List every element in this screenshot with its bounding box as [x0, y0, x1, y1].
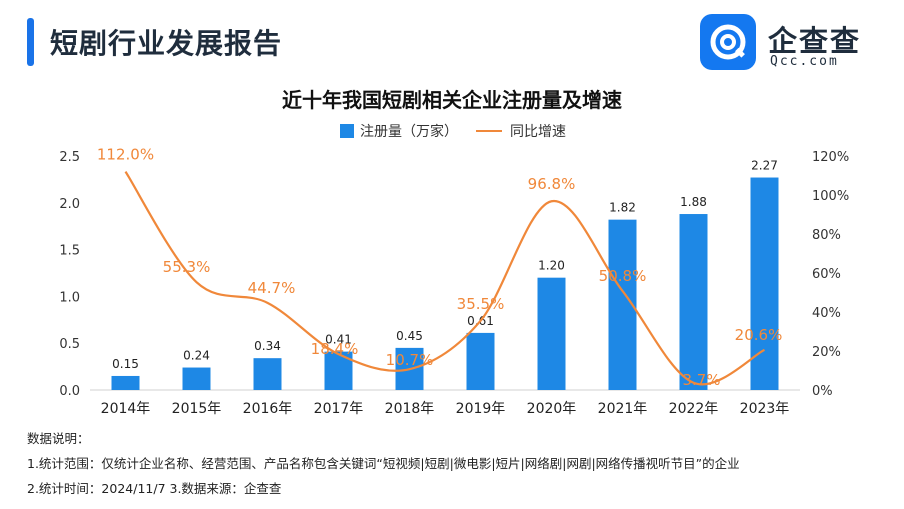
y-right-tick-label: 0%: [812, 384, 833, 399]
y-right-tick-label: 80%: [812, 228, 841, 243]
y-right-tick-label: 20%: [812, 345, 841, 360]
bar: [253, 358, 282, 390]
bar-value-label: 0.41: [325, 333, 352, 347]
line-value-label: 50.8%: [599, 267, 647, 285]
legend-line-swatch: [476, 130, 502, 132]
y-left-tick-label: 1.5: [59, 244, 80, 259]
x-tick-label: 2022年: [669, 401, 719, 417]
y-right-tick-label: 40%: [812, 306, 841, 321]
x-tick-label: 2015年: [172, 401, 222, 417]
notes-time-source: 2.统计时间：2024/11/7 3.数据来源：企查查: [27, 481, 282, 496]
y-left-tick-label: 0.5: [59, 337, 80, 352]
bar-value-label: 2.27: [751, 159, 778, 173]
data-notes: 数据说明： 1.统计范围：仅统计企业名称、经营范围、产品名称包含关键词“短视频|…: [27, 426, 740, 501]
chart-legend: 注册量（万家） 同比增速: [340, 120, 566, 142]
brand-logo: 企查查 Qcc.com: [700, 14, 880, 74]
y-left-tick-label: 0.0: [59, 384, 80, 399]
bar-value-label: 1.20: [538, 259, 565, 273]
y-right-tick-label: 120%: [812, 150, 849, 165]
x-tick-label: 2023年: [740, 401, 790, 417]
line-value-label: 18.4%: [311, 340, 359, 358]
bar-value-label: 0.45: [396, 329, 423, 343]
x-tick-label: 2014年: [101, 401, 151, 417]
bar: [466, 332, 495, 390]
line-value-label: 20.6%: [735, 326, 783, 344]
line-value-label: 3.7%: [682, 371, 720, 389]
bar-value-label: 1.88: [680, 195, 707, 209]
y-left-tick-label: 2.0: [59, 197, 80, 212]
y-left-tick-label: 2.5: [59, 150, 80, 165]
qcc-logo-icon: [700, 14, 756, 70]
x-tick-label: 2017年: [314, 401, 364, 417]
line-value-label: 55.3%: [163, 258, 211, 276]
growth-line: [124, 171, 766, 386]
bar-value-label: 1.82: [609, 201, 636, 215]
bar: [111, 375, 140, 390]
line-value-label: 10.7%: [386, 351, 434, 369]
y-right-tick-label: 100%: [812, 189, 849, 204]
bar: [750, 177, 779, 390]
line-value-label: 44.7%: [248, 279, 296, 297]
line-value-label: 112.0%: [97, 146, 154, 164]
bar: [182, 367, 211, 390]
logo-text: 企查查: [768, 24, 862, 58]
x-tick-label: 2020年: [527, 401, 577, 417]
bar-value-label: 0.24: [183, 349, 210, 363]
line-value-label: 35.5%: [457, 295, 505, 313]
combo-chart: 0.0 0.5 1.0 1.5 2.0 2.5 0% 20% 40% 60% 80% 100% 120%…: [59, 146, 849, 417]
x-tick-label: 2019年: [456, 401, 506, 417]
bar-value-label: 0.34: [254, 339, 281, 353]
bar-value-label: 0.15: [112, 357, 139, 371]
line-value-label: 96.8%: [528, 175, 576, 193]
logo-domain: Qcc.com: [770, 54, 839, 69]
chart-title: 近十年我国短剧相关企业注册量及增速: [282, 88, 622, 112]
notes-scope: 1.统计范围：仅统计企业名称、经营范围、产品名称包含关键词“短视频|短剧|微电影…: [27, 456, 740, 471]
page-title: 短剧行业发展报告: [50, 27, 283, 60]
y-right-tick-label: 60%: [812, 267, 841, 282]
x-tick-label: 2018年: [385, 401, 435, 417]
x-tick-label: 2021年: [598, 401, 648, 417]
y-left-tick-label: 1.0: [59, 290, 80, 305]
header-accent-bar: [27, 18, 34, 66]
legend-line-label: 同比增速: [510, 124, 566, 140]
notes-heading: 数据说明：: [27, 431, 90, 446]
x-tick-label: 2016年: [243, 401, 293, 417]
legend-bar-swatch: [340, 124, 354, 138]
bar: [537, 277, 566, 390]
bar: [679, 214, 708, 390]
legend-bar-label: 注册量（万家）: [360, 124, 458, 140]
